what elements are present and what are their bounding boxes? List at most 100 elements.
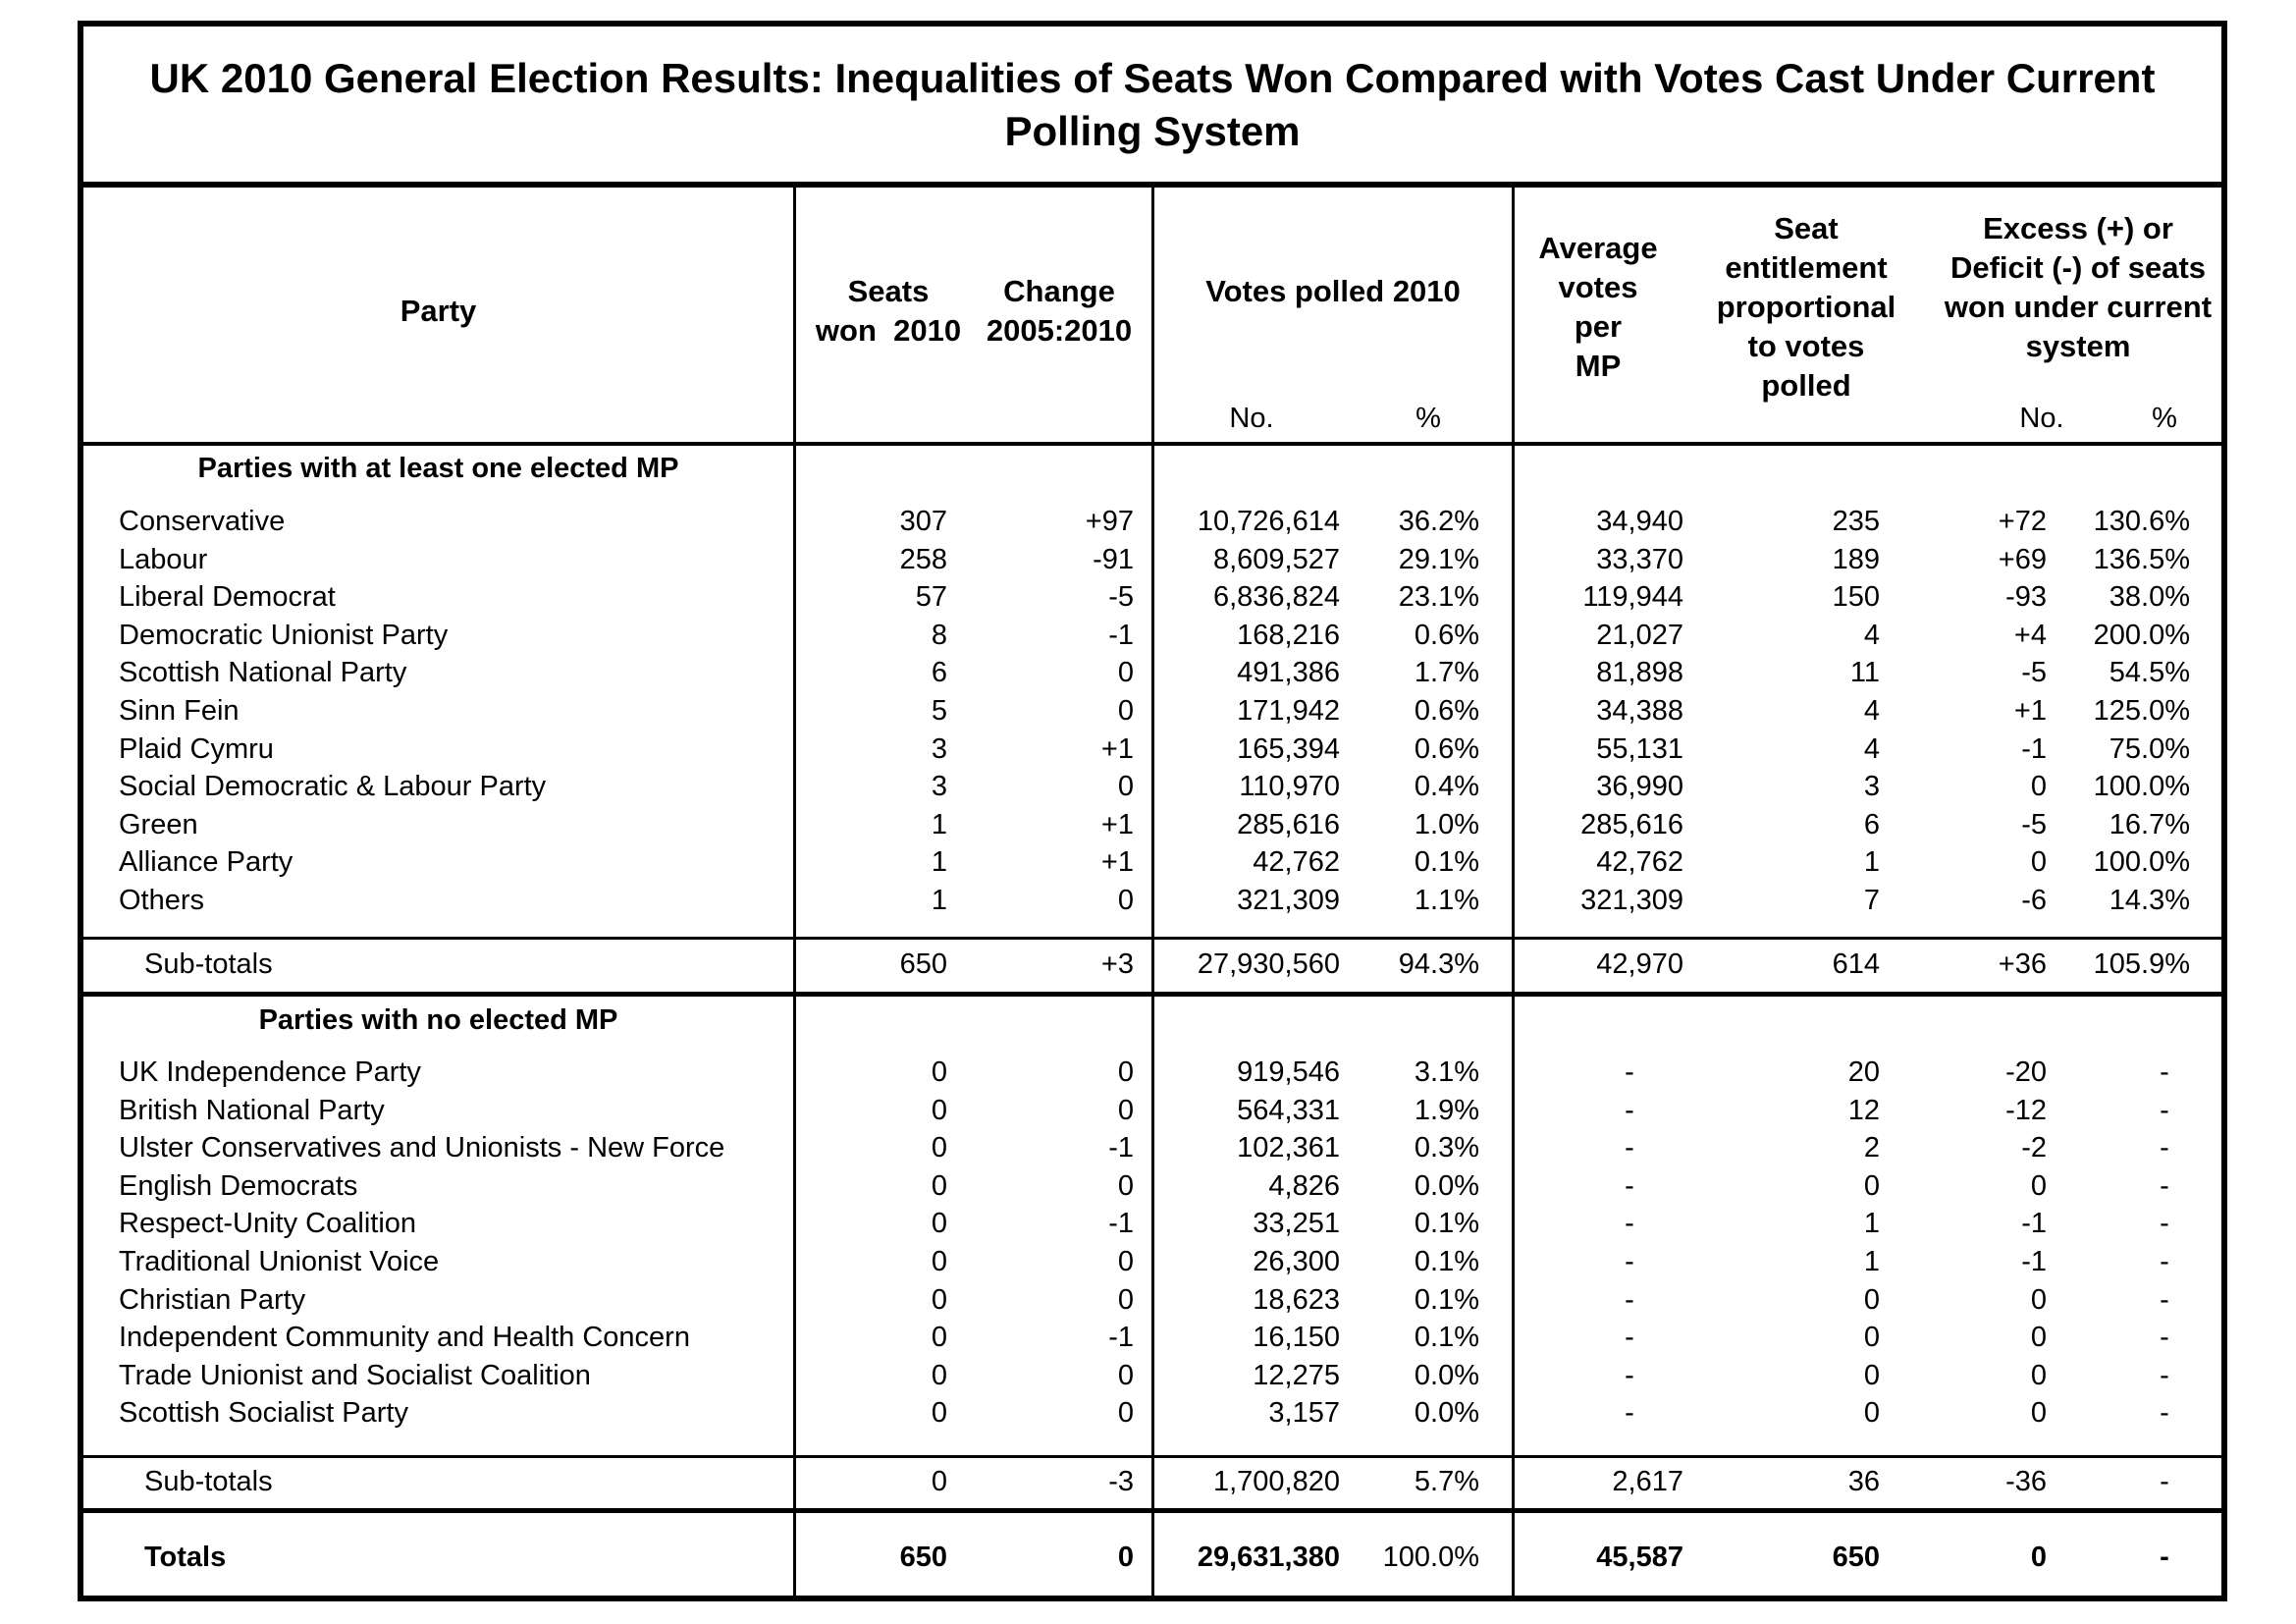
cell-entitlement: 1 xyxy=(1863,1246,1880,1277)
cell-change: +1 xyxy=(1100,808,1134,840)
cell-average: - xyxy=(1625,1359,1634,1391)
cell-change: 0 xyxy=(1117,1094,1134,1126)
table-row: Ulster Conservatives and Unionists - New… xyxy=(83,1129,2221,1167)
table-row: Scottish National Party 6 0 491,386 1.7% 81,8… xyxy=(83,654,2221,692)
cell-change: 0 xyxy=(1117,1283,1134,1316)
cell-votes-pct: 1.1% xyxy=(1414,885,1479,916)
cell-votes-pct: 0.0% xyxy=(1414,1169,1479,1202)
cell-votes-pct: 0.4% xyxy=(1414,771,1479,803)
table-row: Labour 258 -91 8,609,527 29.1% 33,370 189 +69 13… xyxy=(83,541,2221,579)
cell-party: Plaid Cymru xyxy=(119,732,274,765)
cell-change: 0 xyxy=(1117,1246,1134,1277)
cell-entitlement: 235 xyxy=(1832,506,1880,537)
table-row: Traditional Unionist Voice 0 0 26,300 0.1% -1… xyxy=(83,1243,2221,1281)
cell-excess-no: -5 xyxy=(2021,808,2047,840)
table-row: UK Independence Party 0 0 919,546 3.1% -20 -20… xyxy=(83,1054,2221,1092)
cell-party: Labour xyxy=(119,543,208,575)
header-entitlement-line-3: proportional xyxy=(1716,290,1896,324)
section-label-elected: Parties with at least one elected MP xyxy=(197,453,679,484)
cell-entitlement: 650 xyxy=(1832,1542,1880,1573)
cell-votes-pct: 0.1% xyxy=(1414,1246,1479,1277)
table-row: Democratic Unionist Party 8 -1 168,216 0.6% 2… xyxy=(83,617,2221,655)
cell-excess-no: 0 xyxy=(2030,846,2047,879)
header-change-line-2: 2005:2010 xyxy=(986,313,1133,348)
header-seats-line-1: Seats xyxy=(847,274,930,308)
header-excess-line-2: Deficit (-) of seats xyxy=(1949,250,2207,285)
cell-seats: 0 xyxy=(931,1466,947,1497)
cell-average: 81,898 xyxy=(1596,657,1683,689)
cell-entitlement: 0 xyxy=(1863,1322,1880,1354)
cell-seats: 8 xyxy=(931,619,947,651)
cell-party: Sub-totals xyxy=(144,1466,273,1497)
cell-excess-no: +36 xyxy=(1998,948,2047,980)
cell-average: - xyxy=(1625,1132,1634,1164)
cell-votes-no: 29,631,380 xyxy=(1197,1542,1340,1573)
cell-excess-pct: 75.0% xyxy=(2109,732,2190,765)
cell-seats: 0 xyxy=(931,1322,947,1354)
cell-change: +1 xyxy=(1100,846,1134,879)
table-title: UK 2010 General Election Results: Inequa… xyxy=(83,27,2221,184)
cell-votes-no: 168,216 xyxy=(1237,619,1340,651)
cell-party: Scottish Socialist Party xyxy=(119,1397,408,1430)
cell-excess-pct: - xyxy=(2160,1056,2169,1088)
cell-votes-no: 27,930,560 xyxy=(1197,948,1340,980)
cell-votes-no: 110,970 xyxy=(1239,771,1340,803)
cell-votes-pct: 0.6% xyxy=(1414,732,1479,765)
table-row: Trade Unionist and Socialist Coalition 0 0… xyxy=(83,1357,2221,1395)
cell-change: 0 xyxy=(1117,1169,1134,1202)
table-row: Conservative 307 +97 10,726,614 36.2% 34,940 2… xyxy=(83,503,2221,541)
cell-party: Trade Unionist and Socialist Coalition xyxy=(119,1359,591,1391)
section-label-no-elected: Parties with no elected MP xyxy=(258,1004,618,1036)
cell-party: English Democrats xyxy=(119,1169,358,1202)
header-excess-pct: % xyxy=(2152,403,2177,434)
cell-entitlement: 0 xyxy=(1863,1359,1880,1391)
cell-change: +3 xyxy=(1100,948,1134,980)
rule-below-title xyxy=(83,182,2221,188)
cell-votes-pct: 0.1% xyxy=(1414,1208,1479,1240)
cell-entitlement: 0 xyxy=(1863,1169,1880,1202)
cell-party: Conservative xyxy=(119,506,286,537)
cell-votes-no: 102,361 xyxy=(1237,1132,1340,1164)
header-change-line-1: Change xyxy=(1003,274,1115,308)
cell-excess-no: 0 xyxy=(2030,1322,2047,1354)
cell-average: - xyxy=(1625,1169,1634,1202)
cell-seats: 650 xyxy=(899,1542,947,1573)
cell-average: - xyxy=(1625,1208,1634,1240)
cell-excess-no: +69 xyxy=(1998,543,2047,575)
cell-excess-pct: 125.0% xyxy=(2093,695,2190,727)
cell-party: Social Democratic & Labour Party xyxy=(119,771,547,803)
cell-excess-no: +1 xyxy=(2013,695,2047,727)
cell-excess-pct: - xyxy=(2160,1359,2169,1391)
cell-entitlement: 1 xyxy=(1863,1208,1880,1240)
cell-average: - xyxy=(1625,1094,1634,1126)
col-divider-votes xyxy=(1512,188,1515,1601)
cell-excess-no: -20 xyxy=(2005,1056,2047,1088)
cell-seats: 258 xyxy=(899,543,947,575)
cell-votes-pct: 0.0% xyxy=(1414,1359,1479,1391)
cell-entitlement: 11 xyxy=(1849,657,1880,689)
cell-entitlement: 0 xyxy=(1863,1397,1880,1430)
header-seats-line-2: won 2010 xyxy=(815,313,962,348)
cell-votes-pct: 100.0% xyxy=(1382,1542,1479,1573)
cell-votes-pct: 3.1% xyxy=(1414,1056,1479,1088)
table-row: Plaid Cymru 3 +1 165,394 0.6% 55,131 4 -1 75.0% xyxy=(83,731,2221,769)
table-row: Independent Community and Health Concern… xyxy=(83,1319,2221,1357)
title-line-1: UK 2010 General Election Results: Inequa… xyxy=(149,55,2156,101)
cell-excess-no: +72 xyxy=(1998,506,2047,537)
cell-votes-pct: 0.3% xyxy=(1414,1132,1479,1164)
cell-entitlement: 614 xyxy=(1832,948,1880,980)
cell-change: +1 xyxy=(1100,732,1134,765)
cell-seats: 0 xyxy=(931,1132,947,1164)
cell-average: 34,388 xyxy=(1596,695,1683,727)
cell-votes-no: 3,157 xyxy=(1268,1397,1340,1430)
cell-average: 55,131 xyxy=(1596,732,1683,765)
cell-excess-no: -5 xyxy=(2021,657,2047,689)
cell-votes-pct: 0.1% xyxy=(1414,846,1479,879)
cell-party: Democratic Unionist Party xyxy=(119,619,449,651)
cell-seats: 3 xyxy=(931,771,947,803)
cell-change: -1 xyxy=(1108,1322,1134,1354)
cell-party: Christian Party xyxy=(119,1283,306,1316)
cell-party: Ulster Conservatives and Unionists - New… xyxy=(119,1132,725,1164)
cell-entitlement: 7 xyxy=(1863,885,1880,916)
table-row: Christian Party 0 0 18,623 0.1% - 0 0 - xyxy=(83,1281,2221,1320)
